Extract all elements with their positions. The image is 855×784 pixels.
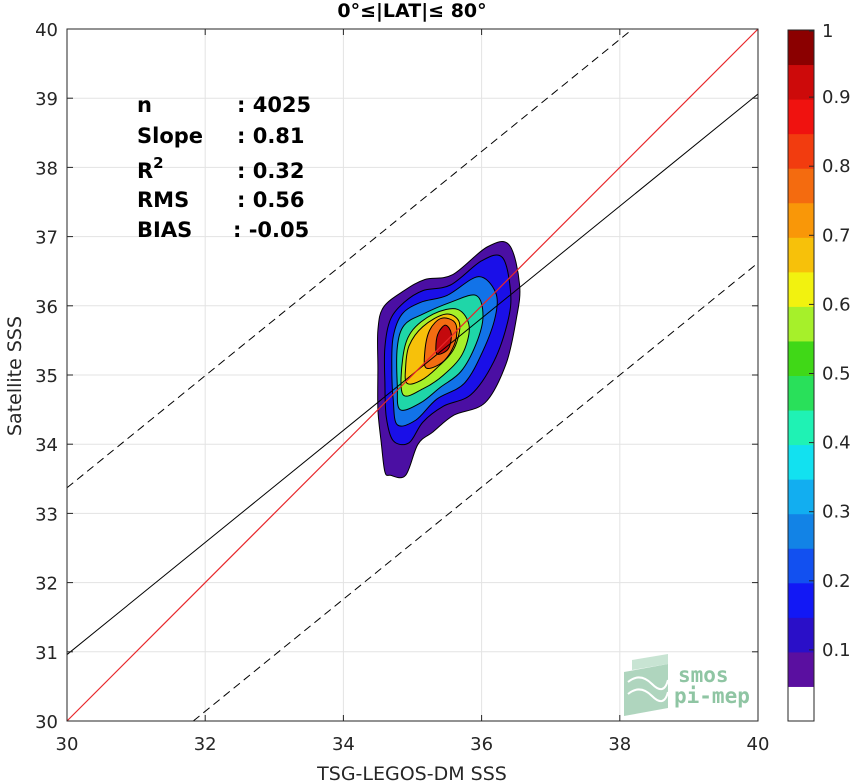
stat-value-slope: : 0.81: [237, 124, 305, 148]
colorbar-segment: [788, 30, 814, 66]
colorbar-tick-label: 0.1: [822, 640, 851, 661]
stat-value-rms: : 0.56: [237, 188, 305, 212]
y-tick-label: 34: [35, 435, 58, 456]
stat-superscript: 2: [153, 154, 163, 172]
x-tick-label: 30: [56, 734, 79, 755]
colorbar-segment: [788, 444, 814, 480]
logo-text-smos: smos: [678, 663, 729, 687]
x-axis-label: TSG-LEGOS-DM SSS: [316, 763, 507, 784]
y-axis-label: Satellite SSS: [4, 316, 26, 436]
colorbar-tick-label: 0.4: [822, 433, 851, 454]
y-tick-label: 33: [35, 504, 58, 525]
colorbar-segment: [788, 99, 814, 135]
colorbar-segment: [788, 410, 814, 446]
x-tick-label: 32: [194, 734, 217, 755]
colorbar-segment: [788, 340, 814, 376]
colorbar-segment: [788, 64, 814, 100]
stat-value-r: : 0.32: [237, 159, 305, 183]
regression-lower-bound-line: [192, 262, 759, 722]
colorbar-segment: [788, 168, 814, 204]
chart-title: 0°≤|LAT|≤ 80°: [337, 0, 486, 22]
logo-text-pi-mep: pi-mep: [674, 684, 750, 708]
colorbar-tick-label: 0.6: [822, 294, 851, 315]
regression-upper-bound-line: [66, 28, 633, 489]
colorbar-segment: [788, 271, 814, 307]
colorbar-tick-label: 1: [822, 21, 833, 42]
density-contours: [377, 240, 521, 479]
colorbar-segment: [788, 548, 814, 584]
colorbar-ticks: 0.1 0.2 0.3 0.4 0.5 0.6 0.7 0.8 0.9 1: [809, 21, 851, 661]
colorbar-segment: [788, 513, 814, 549]
colorbar-segment: [788, 686, 814, 722]
y-tick-label: 30: [35, 712, 58, 733]
y-tick-label: 38: [35, 158, 58, 179]
logo-mark-icon: [624, 654, 669, 716]
axis-ticks: 30 32 34 36 38 40 30 31 32 33 34 35 36 37 38 39 40: [35, 20, 769, 755]
colorbar-segment: [788, 651, 814, 687]
y-tick-label: 35: [35, 366, 58, 387]
identity-line: [66, 28, 759, 722]
stat-name-r: R2: [137, 154, 164, 183]
colorbar-segment: [788, 375, 814, 411]
colorbar-frame: [787, 29, 815, 722]
colorbar-segment: [788, 479, 814, 515]
colorbar-tick-label: 0.8: [822, 156, 851, 177]
stat-value-bias: : -0.05: [233, 218, 309, 242]
x-tick-label: 40: [747, 734, 770, 755]
colorbar-segment: [788, 582, 814, 618]
colorbar-segment: [788, 617, 814, 653]
stat-name-n: n: [137, 93, 152, 117]
stat-value-n: : 4025: [237, 93, 311, 117]
stats-box: n : 4025 Slope : 0.81 R2 : 0.32 RMS : 0.56 BIAS:…: [137, 93, 311, 242]
y-tick-label: 31: [35, 643, 58, 664]
colorbar-tick-label: 0.3: [822, 502, 851, 523]
reference-lines: [66, 28, 759, 722]
y-tick-label: 40: [35, 20, 58, 41]
colorbar-tick-label: 0.2: [822, 571, 851, 592]
y-tick-label: 36: [35, 297, 58, 318]
colorbar-segment: [788, 133, 814, 169]
colorbar-segment: [788, 202, 814, 238]
colorbar-tick-label: 0.9: [822, 87, 851, 108]
stat-name-rms: RMS: [137, 188, 189, 212]
stat-name-slope: Slope: [137, 124, 203, 148]
colorbar-tick-label: 0.7: [822, 225, 851, 246]
colorbar-segment: [788, 306, 814, 342]
x-tick-label: 36: [470, 734, 493, 755]
x-tick-label: 38: [608, 734, 631, 755]
smos-pi-mep-logo: smos pi-mep: [624, 654, 750, 716]
y-tick-label: 39: [35, 89, 58, 110]
colorbar-segment: [788, 237, 814, 273]
stat-name-bias: BIAS: [137, 218, 192, 242]
colorbar: [788, 30, 814, 722]
x-tick-label: 34: [332, 734, 355, 755]
colorbar-tick-label: 0.5: [822, 364, 851, 385]
y-tick-label: 32: [35, 574, 58, 595]
y-tick-label: 37: [35, 228, 58, 249]
